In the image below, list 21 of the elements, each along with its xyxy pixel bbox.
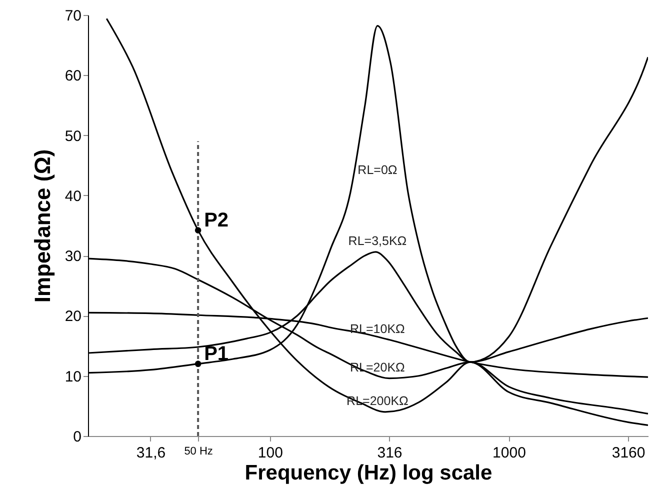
x-tick-label: 100 — [258, 444, 283, 462]
x-tick-label: 1000 — [492, 444, 526, 462]
x-tick-label: 316 — [377, 444, 402, 462]
x-tick-label: 31,6 — [136, 444, 166, 462]
y-tick-label: 30 — [64, 248, 82, 266]
y-tick-label: 40 — [64, 188, 82, 205]
y-tick-label: 0 — [73, 428, 82, 446]
x-axis-title: Frequency (Hz) log scale — [244, 462, 492, 484]
y-tick-label: 70 — [64, 8, 82, 24]
y-tick-label: 50 — [64, 128, 82, 145]
x-tick-label: 50 Hz — [184, 446, 213, 458]
y-tick-label: 60 — [64, 68, 82, 85]
x-tick-label: 3160 — [612, 444, 646, 462]
y-tick-label: 20 — [64, 308, 82, 326]
series-label: RL=0Ω — [358, 162, 398, 177]
annotation: P2 — [204, 209, 229, 232]
series-label: RL=10KΩ — [350, 322, 405, 336]
series-label: RL=3,5KΩ — [348, 234, 407, 248]
y-axis-title: Impedance (Ω) — [30, 149, 55, 303]
annotation: P1 — [204, 342, 229, 365]
y-tick-label: 10 — [64, 368, 82, 386]
